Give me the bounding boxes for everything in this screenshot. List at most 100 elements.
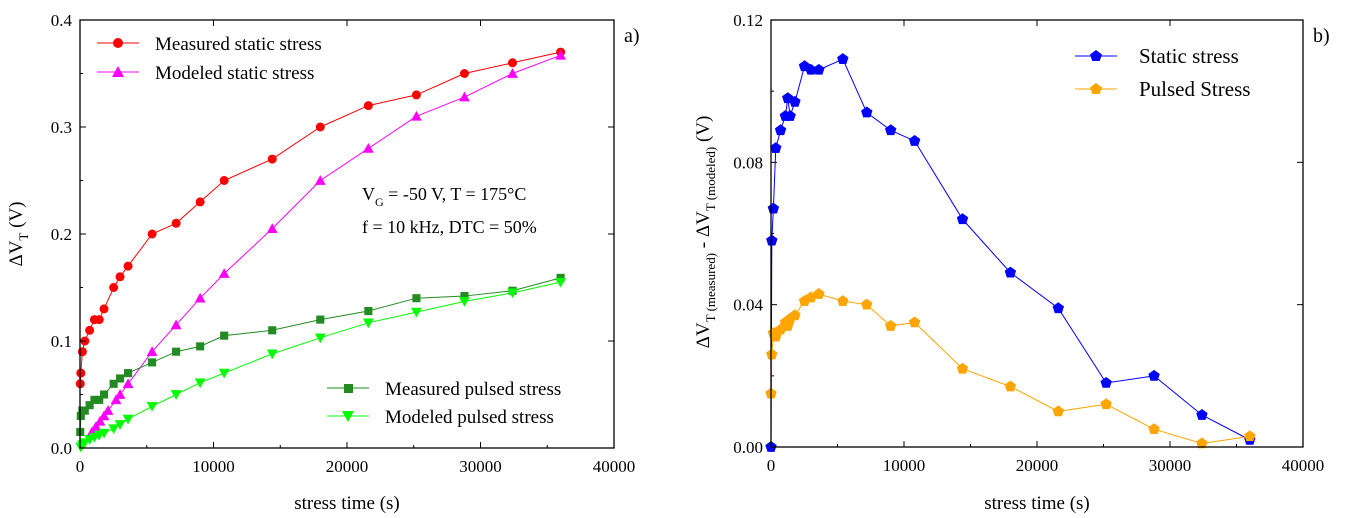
series-measured-pulsed-stress [76, 273, 565, 436]
data-point [148, 358, 157, 367]
data-point [1196, 437, 1208, 449]
data-point [316, 315, 325, 324]
data-point [171, 218, 181, 228]
data-point [194, 378, 206, 389]
data-point [1100, 376, 1112, 388]
data-point [884, 124, 897, 136]
data-point [1148, 369, 1160, 381]
x-tick-label: 10000 [192, 457, 235, 476]
data-point [218, 268, 230, 278]
data-point [1148, 423, 1160, 435]
legend-label-measured-static: Measured static stress [155, 34, 322, 55]
data-point [170, 319, 182, 330]
data-point [1052, 302, 1064, 314]
data-point [956, 362, 969, 374]
data-point [116, 374, 125, 383]
data-point [362, 143, 374, 153]
data-point [411, 110, 422, 121]
data-point [1004, 380, 1017, 392]
data-point [114, 420, 126, 430]
legend-marker-static [1090, 50, 1102, 61]
data-point [80, 406, 89, 415]
panel-label-b: b) [1313, 25, 1330, 47]
x-axis-label-b: stress time (s) [984, 493, 1090, 514]
data-point [110, 394, 122, 405]
y-tick-label: 0.04 [733, 296, 763, 315]
x-tick-label: 20000 [1016, 456, 1059, 475]
data-point [766, 348, 778, 360]
panel-b: 0 10000 20000 30000 40000 0.00 0.04 0.08 0.12 b)… [693, 11, 1330, 514]
data-point [85, 325, 95, 335]
data-point [109, 283, 119, 292]
series-pulsed-stress [765, 287, 1256, 449]
data-point [102, 405, 114, 415]
data-point [861, 106, 873, 118]
data-point [784, 110, 796, 121]
data-point [363, 101, 373, 111]
data-point [196, 342, 205, 351]
series-modeled-static-stress [86, 49, 566, 437]
data-point [115, 272, 125, 282]
data-point [884, 320, 897, 331]
series-line-measured-static-stress [79, 51, 561, 384]
y-tick-label: 0.2 [51, 225, 72, 244]
data-point [314, 333, 326, 344]
data-point [411, 90, 421, 100]
y-tick-label: 0.4 [51, 11, 73, 30]
y-tick-label: 0.1 [51, 332, 72, 351]
data-point [555, 49, 566, 60]
data-point [507, 288, 518, 299]
legend-label-measured-pulsed: Measured pulsed stress [385, 379, 561, 400]
legend-label-static: Static stress [1139, 44, 1239, 68]
x-tick-label: 40000 [593, 457, 636, 476]
data-point [861, 298, 873, 310]
data-point [90, 395, 99, 404]
data-point [170, 390, 182, 400]
data-point [76, 411, 85, 420]
data-point [364, 306, 373, 316]
data-point [770, 142, 782, 153]
data-point [314, 175, 326, 185]
data-point [805, 63, 817, 75]
data-point [766, 234, 778, 246]
data-point [195, 197, 205, 207]
data-point [908, 134, 921, 146]
data-point [114, 389, 126, 399]
legend-label-modeled-static: Modeled static stress [155, 63, 314, 84]
data-point [908, 316, 921, 328]
data-point [76, 368, 86, 378]
data-point [1004, 266, 1017, 278]
data-point [94, 315, 104, 325]
legend-marker-measured-pulsed [344, 384, 353, 393]
data-point [956, 213, 969, 225]
data-point [362, 318, 374, 329]
data-point [837, 53, 849, 64]
y-axis-label-b: ΔVT (measured) - ΔVT (modeled) (V) [693, 116, 718, 349]
data-point [123, 261, 133, 271]
data-point [146, 346, 158, 357]
data-point [95, 395, 104, 404]
legend-lower-a: Measured pulsed stress Modeled pulsed st… [327, 379, 561, 428]
data-point [98, 410, 110, 421]
data-point [774, 124, 787, 136]
panel-label-a: a) [624, 25, 640, 47]
x-tick-label: 0 [767, 456, 776, 475]
data-point [109, 379, 118, 388]
data-point [108, 424, 120, 435]
series-measured-static-stress [75, 47, 566, 389]
data-point [459, 91, 470, 102]
y-tick-label: 0.0 [51, 439, 72, 458]
data-point [194, 292, 206, 303]
series-modeled-pulsed-stress [75, 277, 566, 453]
x-tick-label: 30000 [1149, 456, 1192, 475]
data-point [1100, 398, 1112, 410]
data-point [1052, 405, 1064, 417]
x-tick-label: 40000 [1282, 456, 1325, 475]
y-tick-label: 0.00 [733, 438, 763, 457]
x-tick-label: 10000 [883, 456, 926, 475]
data-point [99, 304, 109, 314]
data-point [218, 368, 230, 379]
data-point [147, 229, 157, 239]
series-line-modeled-static-stress [91, 54, 561, 433]
